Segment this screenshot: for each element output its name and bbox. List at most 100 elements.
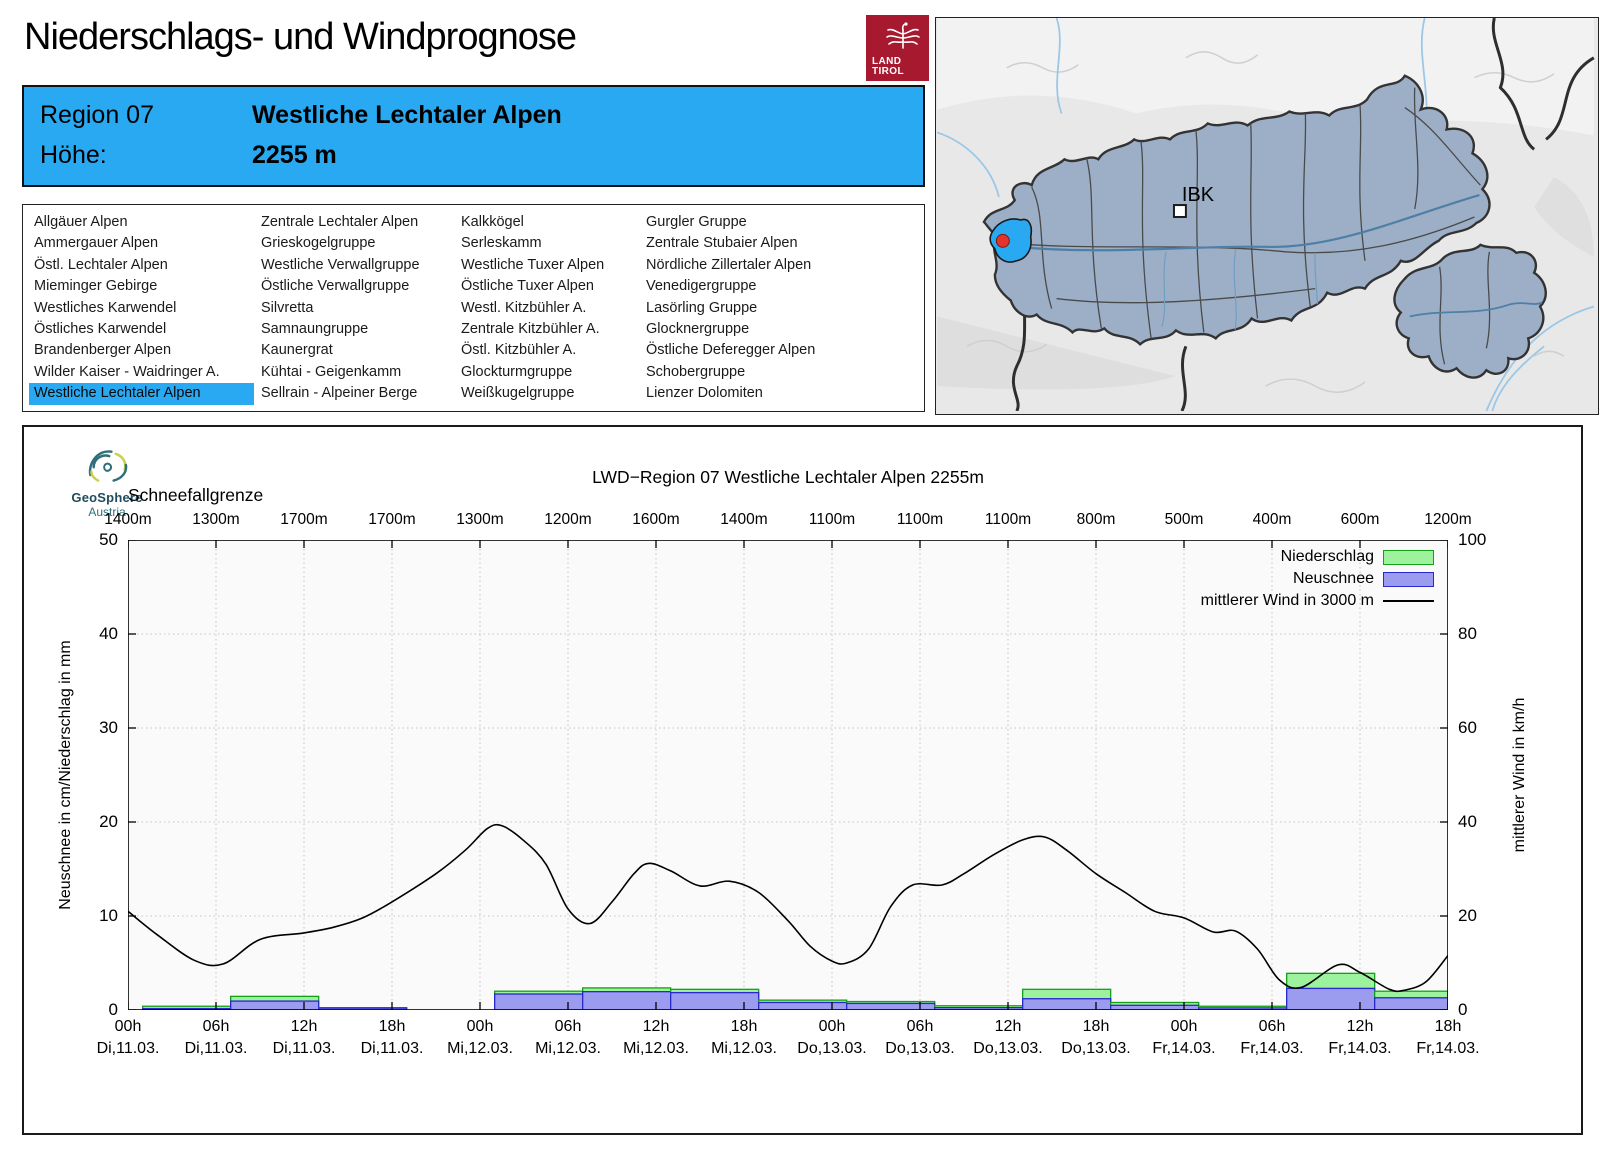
snowline-value: 1100m [984, 511, 1032, 528]
region-item[interactable]: Östliche Verwallgruppe [261, 278, 410, 295]
x-tick-hour: 00h [1170, 1018, 1198, 1035]
snowline-value: 1700m [368, 511, 416, 528]
x-tick-hour: 00h [114, 1018, 142, 1035]
snowline-value: 600m [1340, 511, 1380, 528]
region-item[interactable]: Allgäuer Alpen [34, 214, 128, 230]
region-item-selected[interactable]: Westliche Lechtaler Alpen [29, 383, 254, 405]
altitude-value: 2255 m [252, 141, 337, 169]
x-tick-hour: 12h [290, 1018, 318, 1035]
tirol-map-svg: IBK [936, 17, 1595, 412]
selected-region-highlight[interactable] [989, 218, 1033, 263]
region-item[interactable]: Glockturmgruppe [461, 363, 573, 380]
region-item[interactable]: Kühtai - Geigenkamm [261, 363, 402, 380]
x-tick-day: Mi,12.03. [447, 1040, 513, 1057]
x-tick-hour: 18h [1082, 1018, 1110, 1035]
x-tick-day: Fr,14.03. [1152, 1040, 1216, 1057]
left-tick-label: 40 [99, 624, 118, 643]
x-tick-day: Di,11.03. [360, 1040, 424, 1057]
x-tick-hour: 06h [554, 1018, 582, 1035]
snowline-value: 1100m [808, 511, 856, 528]
right-tick-label: 80 [1458, 624, 1477, 643]
region-item[interactable]: Östliche Tuxer Alpen [461, 278, 594, 295]
region-item[interactable]: Mieminger Gebirge [34, 278, 158, 295]
region-info-box: Region 07 Westliche Lechtaler Alpen Höhe… [22, 85, 925, 187]
region-number-label: Region 07 [40, 101, 154, 129]
x-tick-day: Mi,12.03. [711, 1040, 777, 1057]
snowline-value: 1100m [896, 511, 944, 528]
snowline-value: 400m [1252, 511, 1292, 528]
chart-title: LWD−Region 07 Westliche Lechtaler Alpen … [592, 467, 984, 487]
region-item[interactable]: Glocknergruppe [646, 321, 750, 338]
relief-ridges [966, 51, 1565, 393]
region-item[interactable]: Wilder Kaiser - Waidringer A. [34, 363, 220, 380]
region-item[interactable]: Lasörling Gruppe [646, 299, 758, 316]
x-tick-day: Do,13.03. [885, 1040, 955, 1057]
region-item[interactable]: Westliche Tuxer Alpen [461, 256, 605, 273]
geosphere-logo: GeoSphere Austria [52, 445, 162, 519]
region-item[interactable]: Zentrale Lechtaler Alpen [261, 214, 419, 230]
page-title: Niederschlags- und Windprognose [24, 16, 577, 58]
region-item[interactable]: Kaunergrat [261, 342, 333, 359]
chart-legend: Niederschlag Neuschnee mittlerer Wind in 3… [1201, 546, 1434, 612]
region-item[interactable]: Gurgler Gruppe [646, 214, 747, 230]
legend-line-sample [1383, 600, 1434, 602]
legend-swatch [1383, 571, 1434, 587]
tirol-eagle-icon [886, 22, 920, 49]
region-item[interactable]: Ammergauer Alpen [34, 235, 159, 252]
region-item[interactable]: Lienzer Dolomiten [646, 385, 763, 402]
region-item[interactable]: Kalkkögel [461, 214, 524, 230]
region-item[interactable]: Östl. Lechtaler Alpen [34, 256, 168, 273]
snowline-value: 1400m [720, 511, 768, 528]
innsbruck-label: IBK [1182, 184, 1215, 206]
x-tick-day: Fr,14.03. [1328, 1040, 1392, 1057]
x-tick-hour: 06h [202, 1018, 230, 1035]
right-tick-label: 20 [1458, 906, 1477, 925]
region-inner-borders [996, 87, 1481, 339]
region-item[interactable]: Zentrale Kitzbühler A. [461, 321, 600, 338]
x-tick-day: Do,13.03. [1061, 1040, 1131, 1057]
x-tick-day: Di,11.03. [96, 1040, 160, 1057]
altitude-label: Höhe: [40, 141, 107, 169]
legend-label: Neuschnee [1293, 570, 1374, 587]
region-item[interactable]: Östliches Karwendel [34, 321, 167, 338]
x-tick-day: Do,13.03. [973, 1040, 1043, 1057]
x-tick-day: Fr,14.03. [1416, 1040, 1480, 1057]
region-item[interactable]: Silvretta [261, 299, 314, 316]
x-tick-hour: 00h [466, 1018, 494, 1035]
x-tick-hour: 18h [1434, 1018, 1462, 1035]
forecast-chart-panel: GeoSphere Austria LWD−Region 07 Westlich… [22, 425, 1583, 1135]
x-tick-day: Di,11.03. [272, 1040, 336, 1057]
region-item[interactable]: Serleskamm [461, 235, 542, 252]
region-item[interactable]: Sellrain - Alpeiner Berge [261, 385, 418, 402]
region-item[interactable]: Westliches Karwendel [34, 299, 177, 316]
snowline-value: 1300m [456, 511, 504, 528]
legend-row: Neuschnee [1201, 568, 1434, 590]
x-tick-day: Mi,12.03. [623, 1040, 689, 1057]
region-item[interactable]: Westl. Kitzbühler A. [461, 299, 587, 316]
tirol-map[interactable]: IBK [935, 17, 1599, 415]
region-item[interactable]: Nördliche Zillertaler Alpen [646, 256, 812, 273]
region-item[interactable]: Schobergruppe [646, 363, 746, 380]
region-item[interactable]: Östl. Kitzbühler A. [461, 342, 577, 359]
legend-swatch [1383, 549, 1434, 565]
x-tick-hour: 06h [906, 1018, 934, 1035]
plot-area [127, 539, 1449, 1011]
right-tick-label: 40 [1458, 812, 1477, 831]
region-item[interactable]: Zentrale Stubaier Alpen [646, 235, 798, 252]
snowline-value: 1600m [632, 511, 680, 528]
region-item[interactable]: Samnaungruppe [261, 321, 369, 338]
region-item[interactable]: Brandenberger Alpen [34, 342, 172, 359]
region-list-column: Zentrale Lechtaler Alpen Grieskogelgruppe… [256, 212, 425, 405]
region-item[interactable]: Venedigergruppe [646, 278, 757, 295]
region-item[interactable]: Westliche Verwallgruppe [261, 256, 420, 273]
region-list: Allgäuer Alpen Ammergauer Alpen Östl. Lech… [22, 204, 925, 412]
region-item[interactable]: Grieskogelgruppe [261, 235, 376, 252]
region-item[interactable]: Weißkugelgruppe [461, 385, 575, 402]
region-list-column: Gurgler Gruppe Zentrale Stubaier Alpen Nör… [641, 212, 820, 405]
region-item[interactable]: Östliche Deferegger Alpen [646, 342, 816, 359]
right-axis-title: mittlerer Wind in km/h [1511, 697, 1528, 853]
geosphere-country: Austria [88, 505, 126, 519]
snowline-value: 800m [1076, 511, 1116, 528]
snowline-value: 1300m [192, 511, 240, 528]
x-tick-hour: 00h [818, 1018, 846, 1035]
